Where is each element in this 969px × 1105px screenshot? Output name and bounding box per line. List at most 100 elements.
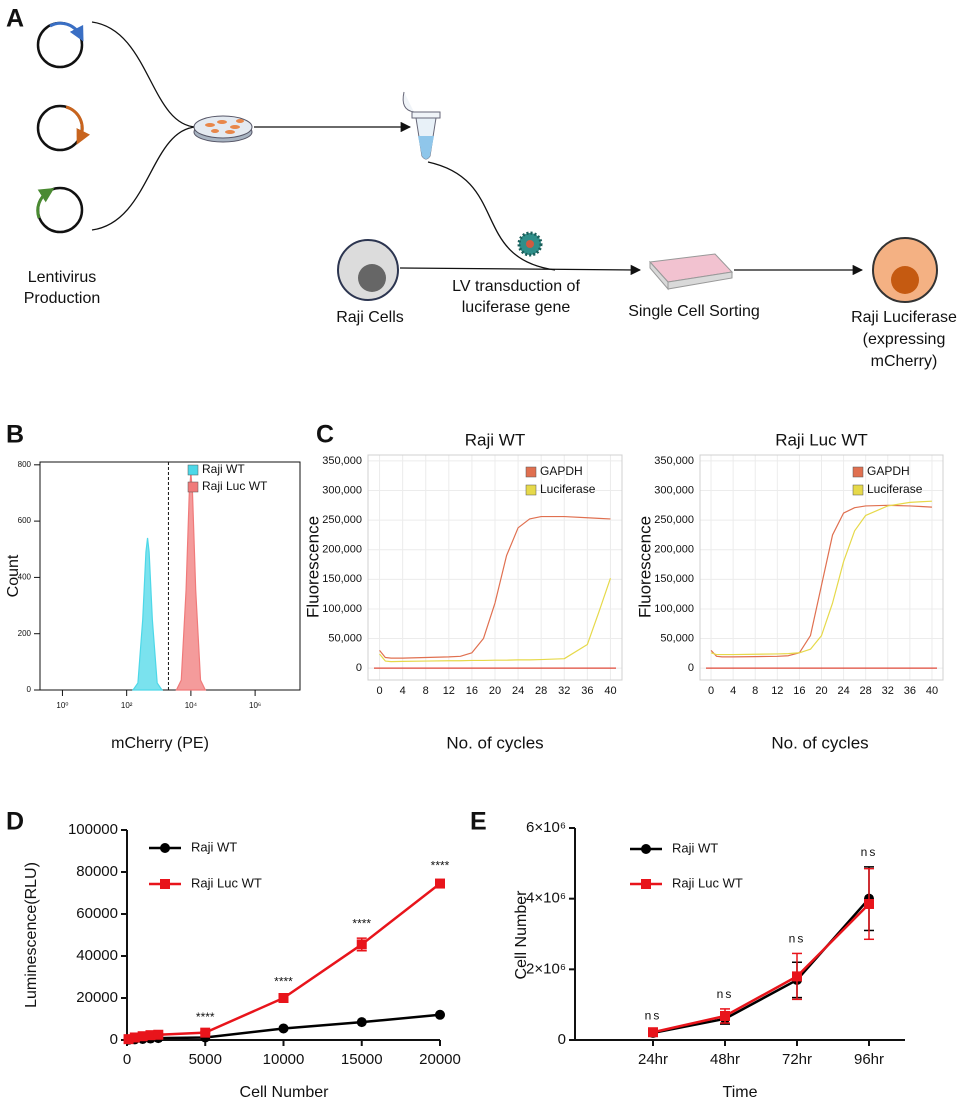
diagram-label: LV transduction of [452,278,580,295]
marker [435,1009,445,1020]
marker [648,1027,658,1038]
plasmid-insert [49,21,84,42]
panel-label: A [6,5,24,33]
series-line [128,882,441,1041]
tube-cap [402,91,441,119]
y-tick-label: 250,000 [654,514,694,526]
y-tick-label: 0 [356,662,362,674]
x-tick-label: 28 [860,685,872,697]
marker [145,1030,156,1041]
y-tick-label: 80000 [76,863,118,880]
legend-swatch [187,481,199,493]
y-axis-label: Luminescence(RLU) [23,862,40,1008]
y-tick-label: 100,000 [322,603,362,615]
x-tick-label: 36 [904,685,916,697]
diagram-label: mCherry) [871,353,938,370]
legend-swatch [187,464,199,476]
x-tick-label: 20 [815,685,827,697]
x-tick-label: 0 [123,1051,131,1068]
diagram-label: Raji Luciferase [851,309,957,326]
plasmid-insert [65,105,91,145]
marker [356,939,367,950]
legend-marker [641,844,651,854]
chart-title: Raji WT [465,430,525,449]
legend-label: Raji WT [672,840,718,855]
x-tick-label: 32 [558,685,570,697]
legend-label: Luciferase [540,482,596,496]
legend-swatch [525,484,537,496]
y-tick-label: 350,000 [654,455,694,467]
annotation: **** [431,859,450,873]
connector [91,21,197,128]
annotation: **** [274,974,293,988]
diagram [36,21,938,303]
y-tick-label: 0 [558,1031,566,1048]
x-tick-label: 5000 [189,1051,222,1068]
plot-frame [39,461,301,691]
x-axis-label: mCherry (PE) [111,735,209,752]
arrow [399,264,642,276]
x-tick-label: 10⁰ [56,701,68,710]
panel-label: E [470,808,487,836]
legend-marker [160,879,170,889]
y-tick-label: 50,000 [328,632,362,644]
series-line [652,903,870,1034]
marker [137,1031,148,1042]
plot-frame [699,454,944,681]
chart-title: Raji Luc WT [775,430,868,449]
panel-label: D [6,808,24,836]
nucleus [358,264,386,292]
diagram-label: luciferase gene [462,299,571,316]
plot-frame [367,454,623,681]
x-tick-label: 48hr [710,1051,740,1068]
y-tick-label: 200,000 [654,544,694,556]
x-tick-label: 12 [443,685,455,697]
legend-label: Luciferase [867,482,923,496]
marker [153,1029,164,1040]
x-tick-label: 40 [604,685,616,697]
x-tick-label: 16 [466,685,478,697]
y-tick-label: 150,000 [322,573,362,585]
x-tick-label: 10² [121,701,133,710]
y-tick-label: 400 [18,573,32,582]
legend-label: Raji WT [202,462,245,476]
y-tick-label: 4×10⁶ [526,890,566,907]
virus-core [526,240,534,248]
y-axis-label: Cell Number [513,890,530,980]
connector [91,126,197,231]
diagram-label: Production [24,290,101,307]
y-axis-label: Count [5,554,22,597]
x-tick-label: 16 [793,685,805,697]
x-tick-label: 72hr [782,1051,812,1068]
marker [278,993,289,1003]
cells [205,119,244,134]
y-tick-label: 300,000 [322,484,362,496]
x-tick-label: 0 [708,685,714,697]
y-tick-label: 100000 [68,821,118,838]
x-tick-label: 28 [535,685,547,697]
x-tick-label: 8 [752,685,758,697]
marker [435,878,445,889]
series-line [652,897,870,1035]
annotation: ns [789,932,806,946]
y-tick-label: 0 [27,685,32,694]
y-tick-label: 20000 [76,989,118,1006]
x-tick-label: 12 [771,685,783,697]
y-tick-label: 0 [110,1031,118,1048]
y-tick-label: 60000 [76,905,118,922]
legend-swatch [852,484,864,496]
y-tick-label: 200,000 [322,544,362,556]
diagram-label: (expressing [863,331,946,348]
y-tick-label: 40000 [76,947,118,964]
y-axis-label: Fluorescence [635,516,654,618]
marker [129,1032,140,1043]
diagram-label: Raji Cells [336,309,404,326]
marker [864,898,874,909]
legend-label: Raji Luc WT [191,875,262,890]
x-tick-label: 40 [926,685,938,697]
marker [720,1010,730,1021]
x-tick-label: 24 [837,685,849,697]
series-line [710,500,932,656]
